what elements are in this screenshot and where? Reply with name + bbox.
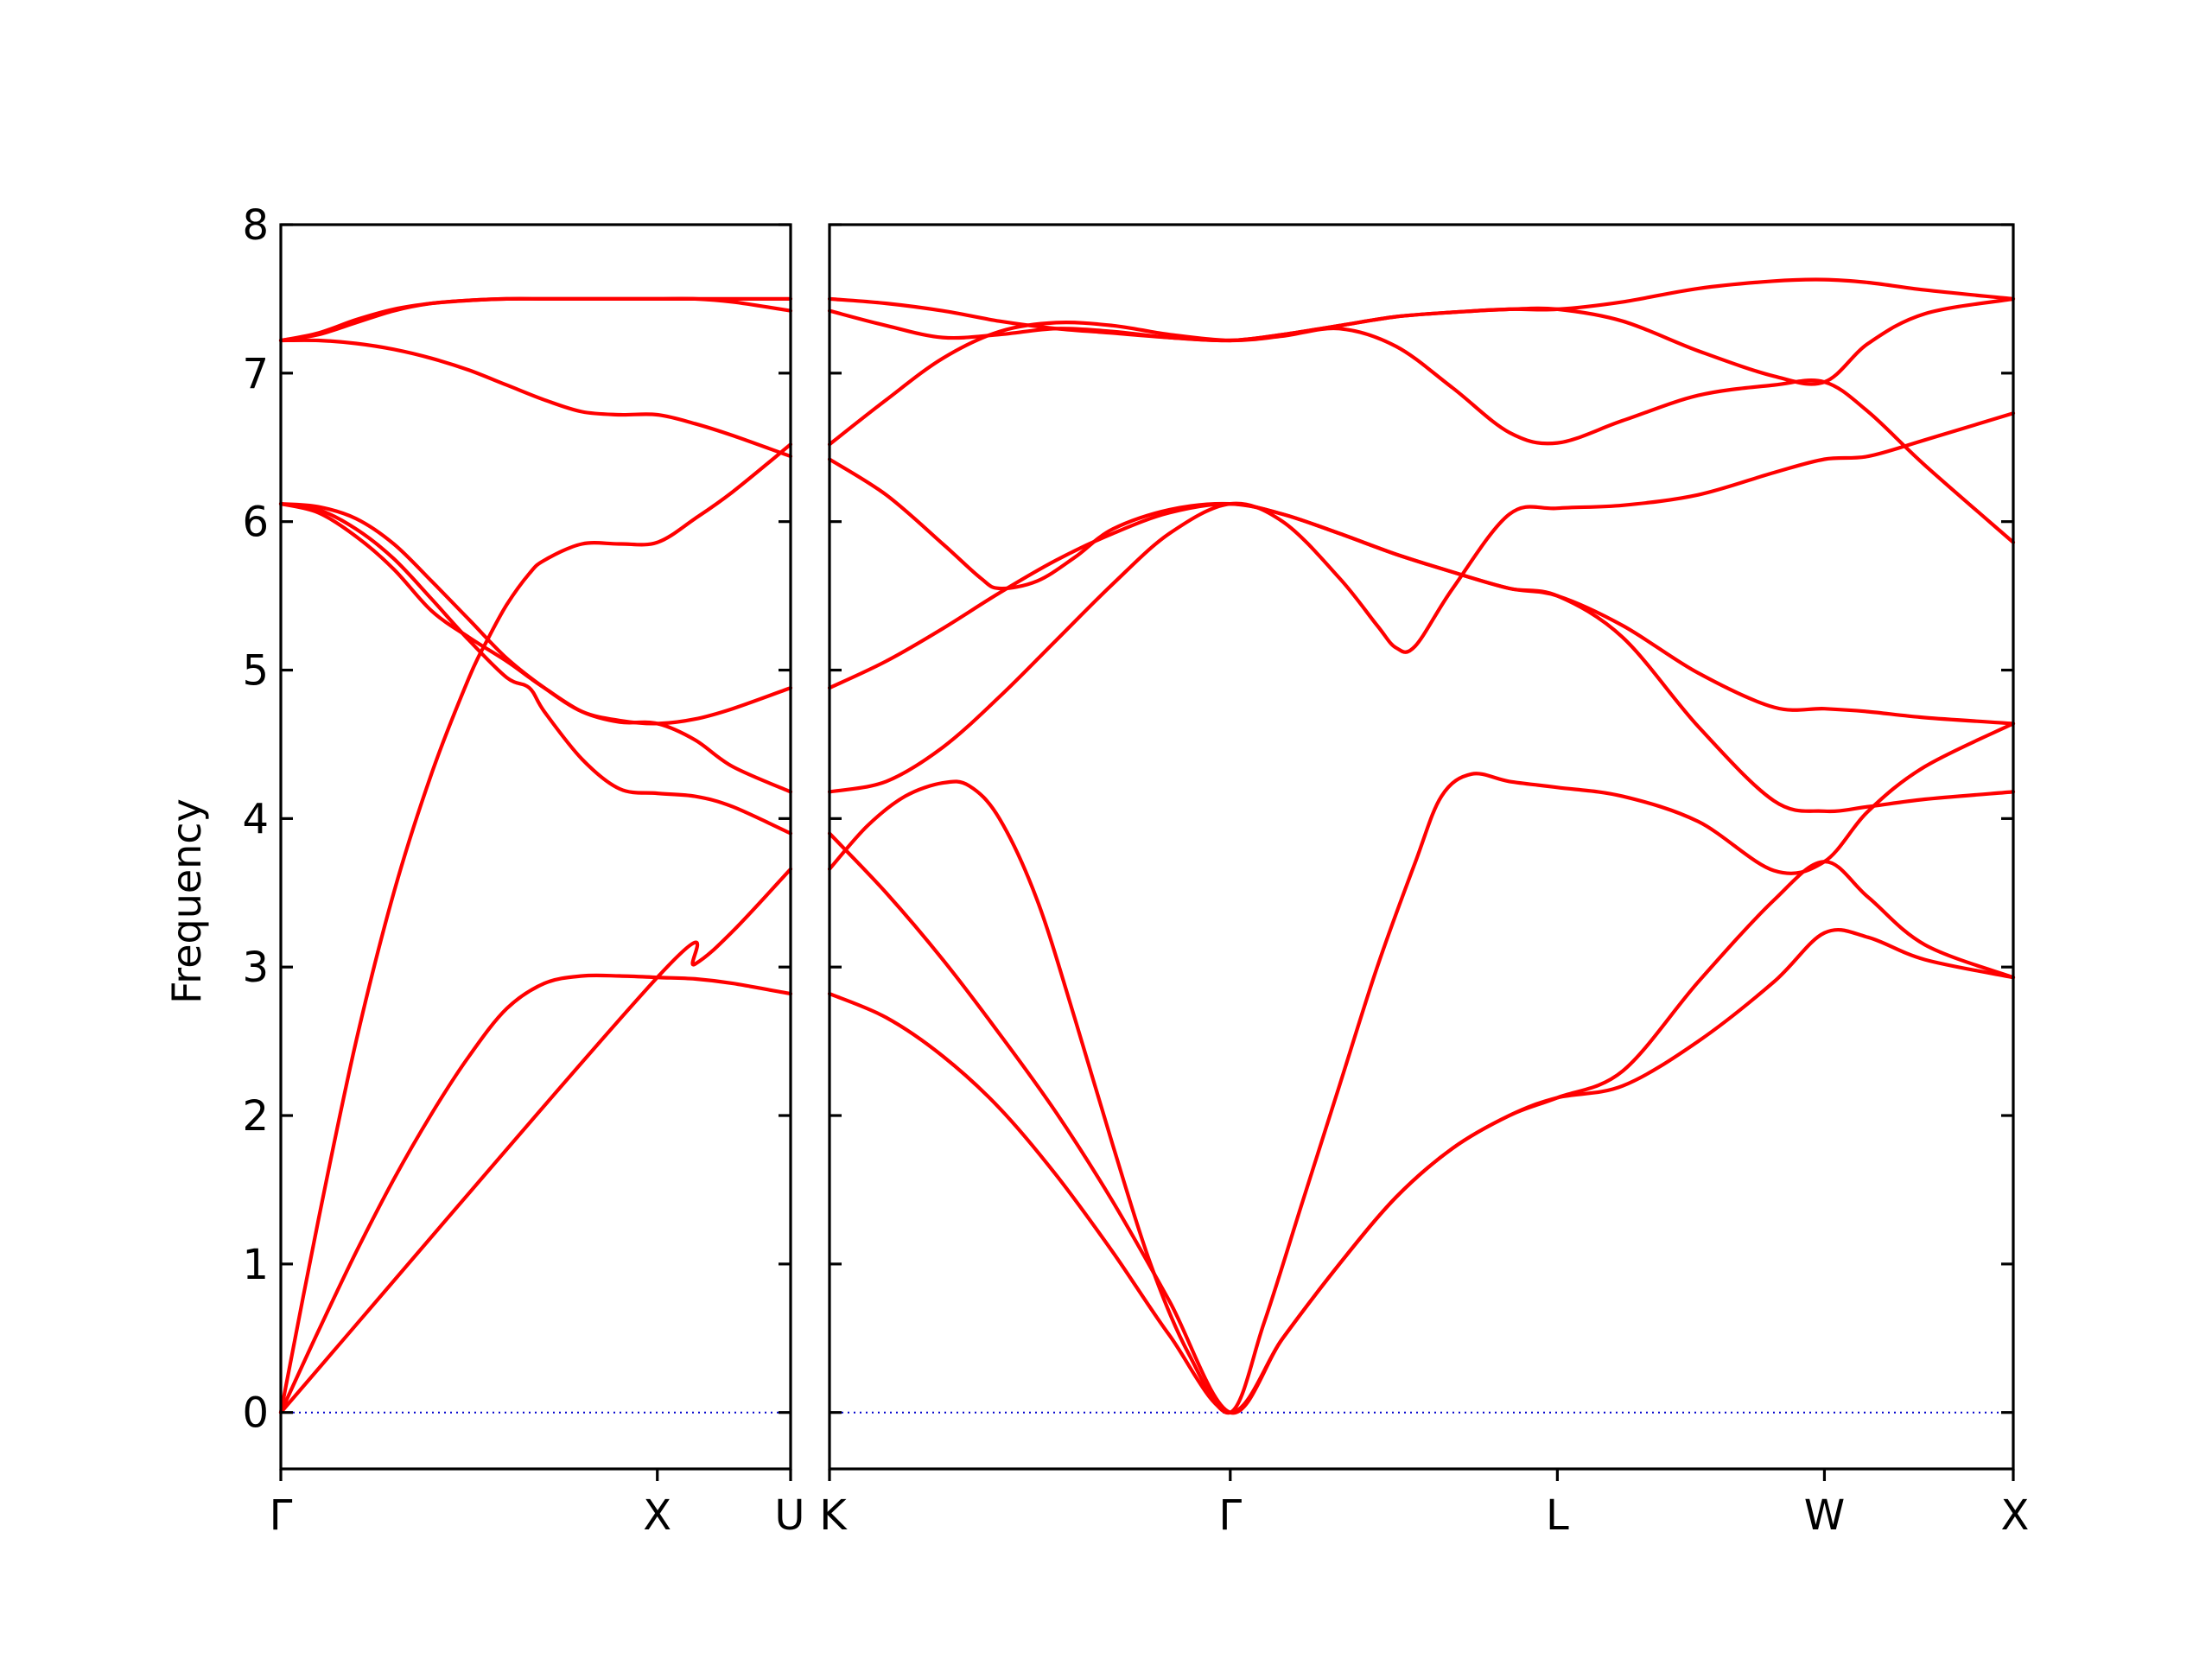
- left-band-9: [278, 296, 793, 343]
- y-tick-label: 1: [242, 1241, 269, 1289]
- x-tick-label: U: [774, 1491, 804, 1540]
- right-band-9: [827, 277, 2016, 343]
- x-tick-label: K: [819, 1491, 848, 1540]
- y-tick-label: 8: [242, 201, 269, 250]
- x-tick-label: L: [1546, 1491, 1569, 1540]
- y-axis-label: Frequency: [163, 798, 210, 1004]
- right-band-4: [827, 411, 2016, 794]
- y-tick-label: 7: [242, 350, 269, 398]
- left-band-7: [278, 338, 793, 459]
- left-band-3: [278, 867, 793, 1414]
- y-tick-label: 0: [242, 1389, 269, 1438]
- left-axes-frame: [279, 223, 792, 1471]
- right-band-2: [827, 831, 2016, 1415]
- y-tick-label: 3: [242, 944, 269, 992]
- x-tick-label: X: [2001, 1491, 2030, 1540]
- x-tick-label: X: [643, 1491, 671, 1540]
- left-band-4: [278, 502, 793, 836]
- y-tick-label: 6: [242, 499, 269, 547]
- left-band-1: [278, 973, 793, 1414]
- right-band-3: [827, 721, 2016, 1415]
- right-band-7: [827, 321, 2016, 544]
- right-band-6: [827, 457, 2016, 814]
- y-tick-label: 4: [242, 795, 269, 843]
- left-panel: 0 1 2 3 4 5 6 7 8 Γ X U: [242, 201, 804, 1540]
- x-tick-label: Γ: [270, 1491, 293, 1540]
- left-band-2: [278, 442, 793, 1414]
- left-band-6: [278, 502, 793, 726]
- y-tick-label: 5: [242, 647, 269, 696]
- y-tick-label: 2: [242, 1092, 269, 1141]
- x-tick-label: Γ: [1218, 1491, 1242, 1540]
- x-tick-label: W: [1804, 1491, 1845, 1540]
- right-axes-frame: [828, 223, 2015, 1471]
